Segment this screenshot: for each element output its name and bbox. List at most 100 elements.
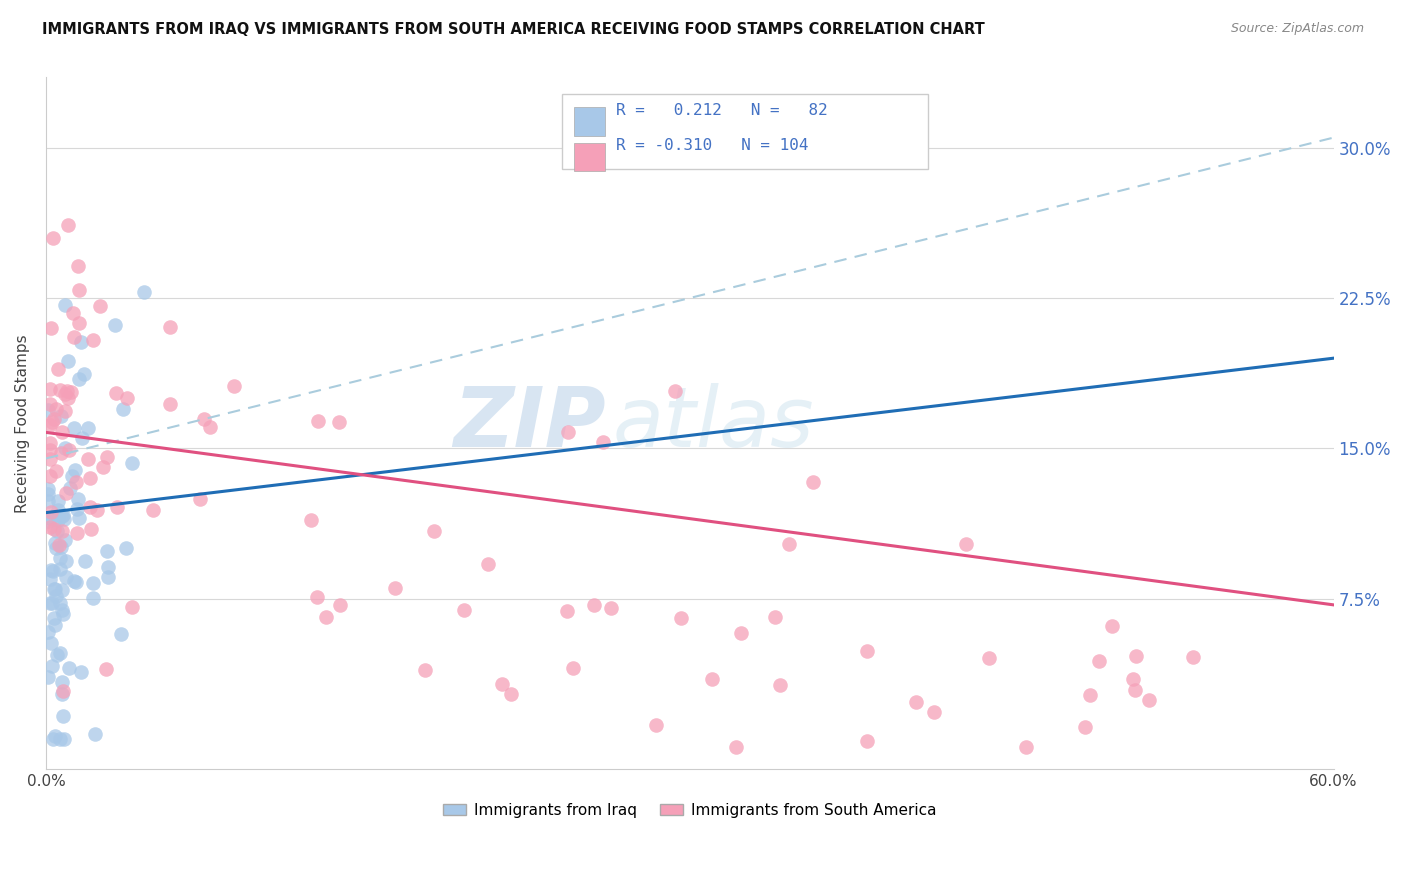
Point bbox=[39, 436, 62, 450]
Point bbox=[38, 572, 60, 586]
Point bbox=[73, 368, 96, 382]
Point bbox=[110, 627, 132, 641]
Point bbox=[53, 404, 76, 418]
Point bbox=[39, 382, 62, 396]
Point bbox=[477, 558, 499, 572]
Point bbox=[45, 648, 67, 663]
Point bbox=[423, 524, 446, 538]
Point bbox=[142, 502, 165, 516]
Point bbox=[44, 412, 66, 426]
Point bbox=[315, 610, 337, 624]
Point bbox=[67, 372, 90, 386]
Point bbox=[45, 464, 67, 478]
Point bbox=[41, 415, 63, 429]
Point bbox=[67, 283, 90, 297]
Point bbox=[299, 513, 322, 527]
Point bbox=[67, 259, 90, 273]
Point bbox=[1078, 688, 1101, 702]
Point bbox=[53, 298, 76, 312]
Point bbox=[51, 446, 73, 460]
Point bbox=[664, 384, 686, 399]
Point bbox=[45, 589, 67, 603]
Point bbox=[86, 503, 108, 517]
Point bbox=[62, 306, 84, 320]
Point bbox=[82, 576, 104, 591]
Point bbox=[115, 541, 138, 556]
Point bbox=[561, 661, 583, 675]
Point bbox=[49, 647, 72, 661]
Point bbox=[80, 522, 103, 536]
Point bbox=[39, 397, 62, 411]
Point bbox=[669, 610, 692, 624]
Point bbox=[82, 333, 104, 347]
Point bbox=[491, 677, 513, 691]
Point bbox=[1123, 683, 1146, 698]
Point bbox=[52, 508, 75, 522]
Point bbox=[83, 727, 105, 741]
Point bbox=[67, 316, 90, 330]
Point bbox=[39, 636, 62, 650]
Point bbox=[97, 560, 120, 574]
Point bbox=[65, 475, 87, 490]
Text: IMMIGRANTS FROM IRAQ VS IMMIGRANTS FROM SOUTH AMERICA RECEIVING FOOD STAMPS CORR: IMMIGRANTS FROM IRAQ VS IMMIGRANTS FROM … bbox=[42, 22, 986, 37]
Point bbox=[1137, 692, 1160, 706]
Point bbox=[1074, 720, 1097, 734]
Point bbox=[94, 662, 117, 676]
Point bbox=[70, 431, 93, 445]
Point bbox=[49, 384, 72, 398]
Point bbox=[51, 583, 73, 598]
Text: atlas: atlas bbox=[613, 383, 814, 464]
Point bbox=[38, 596, 60, 610]
Point bbox=[76, 451, 98, 466]
Point bbox=[65, 526, 87, 541]
Point bbox=[46, 513, 69, 527]
Point bbox=[73, 554, 96, 568]
Point bbox=[58, 391, 80, 405]
Point bbox=[763, 609, 786, 624]
Point bbox=[37, 402, 59, 417]
Point bbox=[37, 487, 59, 501]
Point bbox=[1122, 672, 1144, 686]
Point bbox=[51, 425, 73, 439]
Point bbox=[62, 420, 84, 434]
Point bbox=[39, 563, 62, 577]
Point bbox=[1101, 619, 1123, 633]
Point bbox=[329, 598, 352, 612]
Point bbox=[592, 434, 614, 449]
Point bbox=[37, 494, 59, 508]
Point bbox=[700, 672, 723, 686]
Point bbox=[725, 740, 748, 755]
Point bbox=[979, 650, 1001, 665]
Point bbox=[453, 603, 475, 617]
Point bbox=[56, 354, 79, 368]
Point bbox=[56, 384, 79, 398]
Point bbox=[63, 574, 86, 588]
Point bbox=[328, 415, 350, 429]
Point bbox=[51, 524, 73, 538]
Point bbox=[188, 491, 211, 506]
Point bbox=[51, 409, 73, 423]
Point bbox=[39, 452, 62, 467]
Point bbox=[67, 510, 90, 524]
Point bbox=[82, 591, 104, 606]
Point bbox=[39, 520, 62, 534]
Point bbox=[52, 684, 75, 698]
Point bbox=[55, 570, 77, 584]
Point bbox=[69, 665, 91, 680]
Point bbox=[65, 574, 87, 589]
Point bbox=[39, 505, 62, 519]
Y-axis label: Receiving Food Stamps: Receiving Food Stamps bbox=[15, 334, 30, 513]
Point bbox=[42, 582, 65, 596]
Point bbox=[44, 536, 66, 550]
Point bbox=[778, 537, 800, 551]
Point bbox=[45, 402, 67, 417]
Point bbox=[41, 231, 63, 245]
Point bbox=[384, 581, 406, 595]
Point bbox=[1087, 655, 1109, 669]
Point bbox=[53, 441, 76, 455]
Point bbox=[60, 468, 83, 483]
Point bbox=[48, 538, 70, 552]
Point bbox=[222, 379, 245, 393]
Point bbox=[46, 509, 69, 524]
Point bbox=[51, 603, 73, 617]
